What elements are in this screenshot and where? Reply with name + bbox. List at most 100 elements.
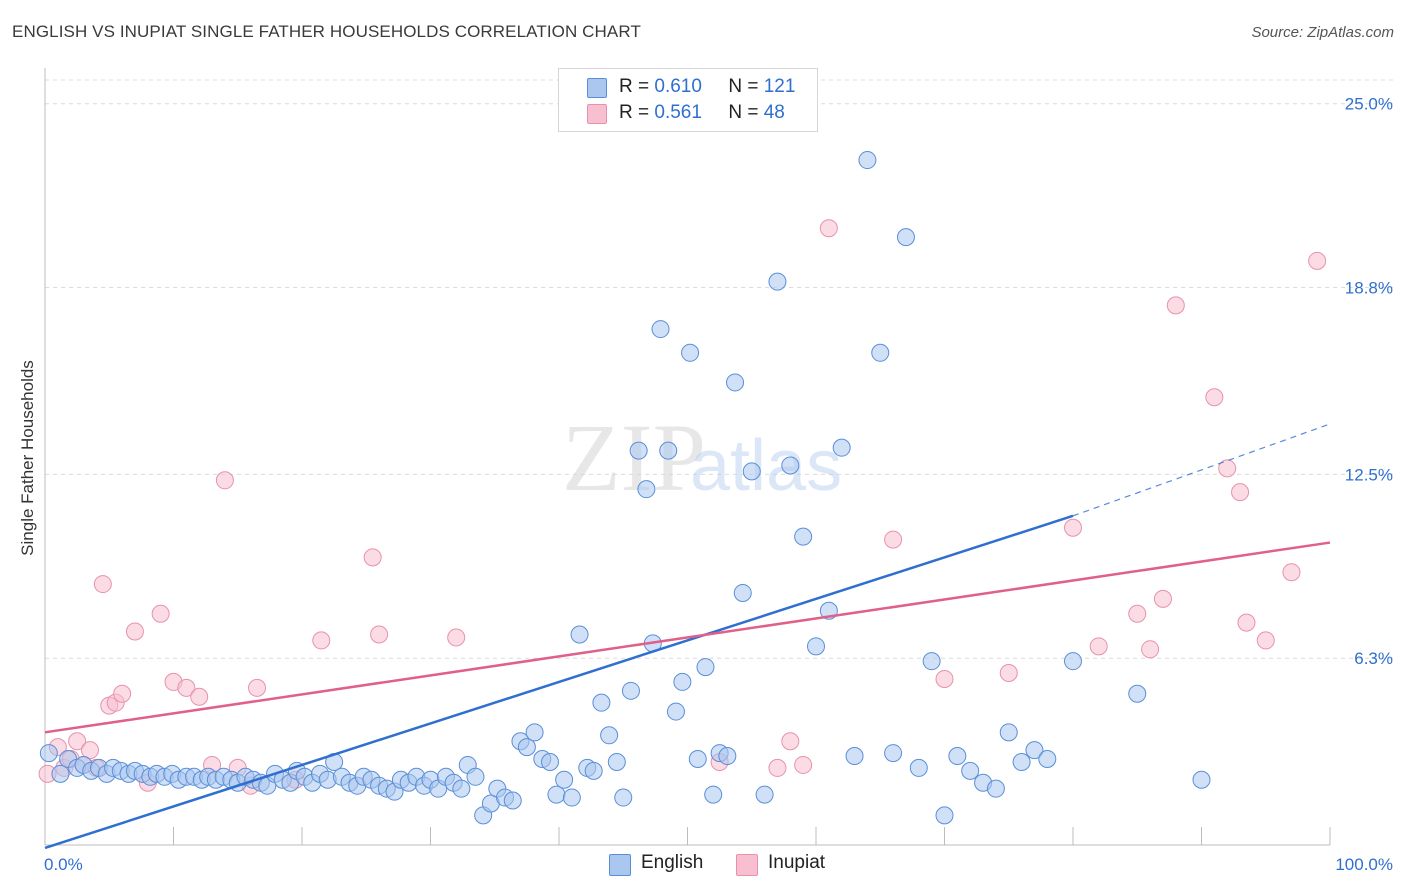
- y-tick-label: 18.8%: [1345, 279, 1393, 298]
- inupiat-legend-label: Inupiat: [768, 852, 826, 873]
- english-point: [999, 723, 1018, 742]
- inupiat-point: [312, 631, 331, 650]
- english-point: [768, 272, 787, 291]
- english-point: [637, 480, 656, 499]
- inupiat-point: [819, 219, 838, 238]
- inupiat-legend-swatch: [736, 854, 758, 876]
- chart-title: ENGLISH VS INUPIAT SINGLE FATHER HOUSEHO…: [12, 22, 641, 41]
- english-point: [614, 788, 633, 807]
- english-point: [673, 672, 692, 691]
- english-point: [466, 767, 485, 786]
- inupiat-point: [447, 628, 466, 647]
- english-r-label: R =: [619, 76, 650, 97]
- inupiat-point: [1064, 518, 1082, 537]
- inupiat-point: [1237, 613, 1256, 632]
- english-point: [1128, 684, 1147, 703]
- inupiat-point: [215, 471, 234, 490]
- zipatlas-watermark: ZIP atlas: [562, 404, 842, 511]
- english-point: [555, 770, 574, 789]
- english-point: [871, 343, 890, 362]
- english-point: [547, 785, 566, 804]
- english-point: [584, 761, 603, 780]
- x-tick-label: 0.0%: [44, 855, 83, 874]
- english-point: [742, 462, 761, 481]
- english-point: [858, 151, 877, 170]
- inupiat-point: [1256, 631, 1275, 650]
- english-point: [696, 658, 715, 677]
- watermark-atlas: atlas: [690, 426, 842, 506]
- english-point: [781, 456, 800, 475]
- english-point: [525, 723, 544, 742]
- english-point: [503, 791, 522, 810]
- english-point: [896, 228, 915, 247]
- fit-lines: [44, 423, 1331, 850]
- english-trend-extension: [1072, 423, 1331, 517]
- inupiat-point: [1308, 251, 1327, 270]
- english-r-value: 0.610: [654, 76, 702, 97]
- inupiat-point: [935, 669, 954, 688]
- inupiat-point: [1218, 459, 1237, 478]
- inupiat-point: [1141, 640, 1160, 659]
- english-point: [629, 441, 648, 460]
- english-point: [807, 637, 825, 656]
- english-point: [666, 702, 685, 721]
- english-point: [600, 726, 619, 745]
- english-point: [517, 738, 536, 757]
- y-tick-label: 25.0%: [1345, 95, 1393, 114]
- y-axis-title: Single Father Households: [18, 360, 37, 556]
- inupiat-point: [794, 755, 813, 774]
- y-tick-label: 6.3%: [1354, 649, 1393, 668]
- inupiat-point: [113, 684, 132, 703]
- english-point: [452, 779, 471, 798]
- english-point: [909, 758, 928, 777]
- inupiat-point: [80, 741, 99, 760]
- english-point: [51, 764, 70, 783]
- english-point: [1192, 770, 1211, 789]
- inupiat-point: [151, 604, 170, 623]
- english-swatch: [587, 78, 607, 98]
- english-point: [1012, 752, 1031, 771]
- english-point: [659, 441, 678, 460]
- english-n-label: N =: [728, 76, 759, 97]
- english-point: [922, 652, 941, 671]
- inupiat-point: [1166, 296, 1185, 315]
- inupiat-n-value: 48: [763, 102, 785, 123]
- inupiat-point: [68, 732, 87, 751]
- inupiat-point: [1231, 483, 1250, 502]
- english-n-value: 121: [763, 76, 796, 97]
- source-label: Source: ZipAtlas.com: [1251, 24, 1394, 41]
- inupiat-r-value: 0.561: [654, 102, 702, 123]
- english-point: [651, 320, 670, 339]
- english-point: [562, 788, 581, 807]
- inupiat-point: [248, 678, 267, 697]
- inupiat-trend-line: [44, 541, 1331, 734]
- english-point: [688, 750, 707, 769]
- english-point: [718, 747, 737, 766]
- axes: [44, 68, 1331, 846]
- inupiat-swatch: [587, 104, 607, 124]
- english-point: [845, 747, 864, 766]
- inupiat-point: [1153, 589, 1172, 608]
- english-point: [961, 761, 980, 780]
- english-point: [986, 779, 1005, 798]
- english-point: [733, 583, 752, 602]
- inupiat-point: [370, 625, 389, 644]
- english-trend-line: [44, 514, 1074, 850]
- inupiat-point: [125, 622, 144, 641]
- english-point: [884, 744, 903, 763]
- english-point: [726, 373, 745, 392]
- inupiat-point: [768, 758, 787, 777]
- inupiat-point: [190, 687, 209, 706]
- stats-legend: R = 0.610 N = 121 R = 0.561 N = 48: [558, 68, 818, 132]
- english-point: [704, 785, 723, 804]
- english-point: [39, 744, 58, 763]
- english-point: [935, 806, 954, 825]
- english-point: [832, 438, 851, 457]
- tick-labels: 6.3% 12.5% 18.8% 25.0% 0.0% 100.0%: [44, 95, 1393, 874]
- inupiat-point: [1205, 388, 1224, 407]
- english-point: [541, 752, 560, 771]
- inupiat-point: [1089, 637, 1108, 656]
- inupiat-point: [884, 530, 903, 549]
- inupiat-point: [93, 575, 112, 594]
